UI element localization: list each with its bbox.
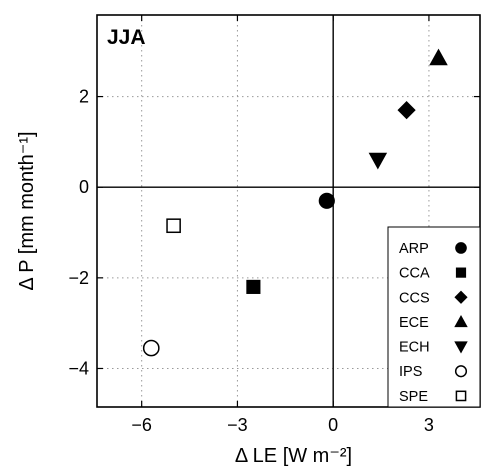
y-axis-label: Δ P [mm month⁻¹]: [16, 131, 38, 290]
legend-box: [387, 226, 481, 408]
legend-label-ech: ECH: [399, 340, 430, 356]
x-tick-label: −6: [131, 415, 152, 435]
grid-lines: [97, 15, 480, 407]
legend-marker-spe: [455, 390, 467, 402]
y-tick-label: 0: [79, 177, 89, 197]
legend-label-ips: IPS: [399, 364, 422, 380]
x-tick-label: 0: [328, 415, 338, 435]
legend-marker-ccs: [454, 290, 468, 304]
legend: ARP CCA CCS ECE ECH IPS SPE: [387, 226, 481, 408]
data-point-ips: [142, 339, 160, 357]
legend-label-cca: CCA: [399, 266, 430, 282]
data-point-ece: [429, 48, 448, 66]
data-point-ech: [368, 152, 388, 170]
legend-marker-ech: [454, 341, 468, 354]
legend-label-ccs: CCS: [399, 290, 430, 306]
legend-marker-ece: [454, 315, 468, 328]
data-point-cca: [246, 279, 261, 294]
data-point-ccs: [397, 101, 416, 120]
panel-label: JJA: [107, 26, 146, 49]
plot-frame: [96, 14, 481, 408]
y-tick-label: −4: [68, 358, 89, 378]
legend-marker-arp: [455, 242, 467, 254]
data-point-arp: [318, 192, 335, 209]
legend-marker-cca: [455, 267, 467, 278]
data-point-spe: [166, 218, 181, 234]
x-axis-label: Δ LE [W m⁻²]: [235, 445, 352, 467]
y-tick-label: −2: [68, 268, 89, 288]
legend-label-ece: ECE: [399, 315, 429, 331]
data-points: [142, 48, 448, 357]
legend-marker-ips: [454, 365, 468, 378]
x-tick-label: −3: [227, 415, 248, 435]
x-tick-label: 3: [424, 415, 434, 435]
zero-lines: [97, 15, 480, 407]
legend-label-arp: ARP: [399, 241, 429, 257]
y-tick-label: 2: [79, 87, 89, 107]
axis-ticks: −6 −3 0 3 2 0 −2 −4: [68, 15, 480, 435]
legend-label-spe: SPE: [399, 389, 428, 405]
